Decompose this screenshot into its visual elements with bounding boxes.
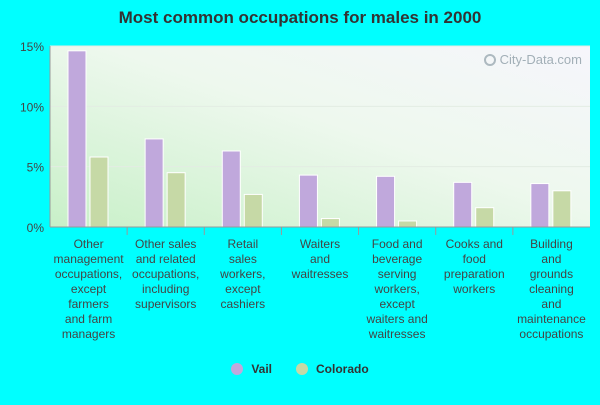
bar-vail-2 xyxy=(221,150,241,228)
x-category-label: Food and beverage serving workers, except wai… xyxy=(365,237,427,341)
bar-vail-3 xyxy=(298,174,318,228)
bar-colorado-0 xyxy=(89,156,109,228)
bar-colorado-4 xyxy=(398,220,418,228)
bar-vail-1 xyxy=(144,138,164,228)
legend-swatch-colorado xyxy=(296,363,308,375)
chart-title: Most common occupations for males in 200… xyxy=(118,8,482,27)
legend-item-colorado: Colorado xyxy=(296,362,369,376)
bar-vail-4 xyxy=(376,175,396,228)
x-category-label: Waiters and waitresses xyxy=(291,237,349,281)
legend-label-vail: Vail xyxy=(251,362,272,376)
x-category-label: Cooks and food preparation workers xyxy=(444,237,505,296)
bar-vail-0 xyxy=(67,50,87,228)
y-tick-label: 15% xyxy=(20,40,44,54)
bar-colorado-2 xyxy=(243,193,263,228)
bar-colorado-5 xyxy=(475,207,495,228)
x-category-label: Retail sales workers, except cashiers xyxy=(219,237,265,311)
x-category-label: Building and grounds cleaning and maintenance… xyxy=(517,237,586,341)
x-category-label: Other management occupations, except farmers… xyxy=(54,237,125,341)
watermark: City-Data.com xyxy=(483,52,582,67)
bar-vail-5 xyxy=(453,181,473,228)
y-tick-label: 5% xyxy=(27,161,45,175)
legend-swatch-vail xyxy=(231,363,244,375)
y-tick-label: 0% xyxy=(27,221,45,235)
search-icon xyxy=(483,53,496,66)
x-category-label: Other sales and related occupations, includ… xyxy=(132,237,199,311)
bar-vail-6 xyxy=(530,183,550,228)
y-tick-label: 10% xyxy=(20,100,44,114)
bar-colorado-6 xyxy=(552,190,572,228)
watermark-text: City-Data.com xyxy=(499,52,582,67)
bar-colorado-3 xyxy=(320,218,340,228)
bar-colorado-1 xyxy=(166,172,186,228)
legend: Vail Colorado xyxy=(0,362,600,376)
legend-label-colorado: Colorado xyxy=(316,362,369,376)
legend-item-vail: Vail xyxy=(231,362,272,376)
plot-background xyxy=(50,46,590,227)
